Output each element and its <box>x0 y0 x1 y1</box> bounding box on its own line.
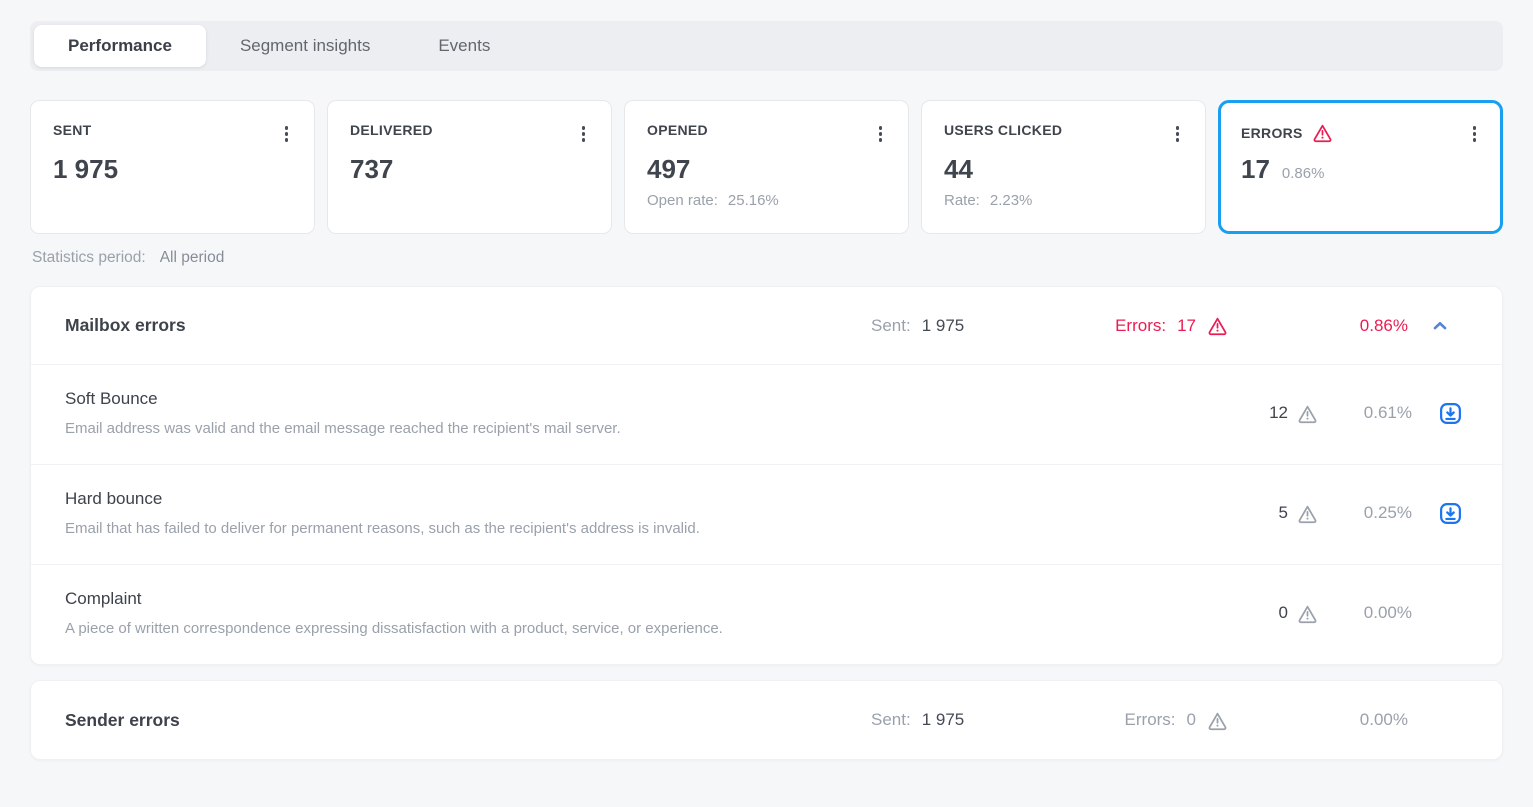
stat-card-errors[interactable]: ERRORS 17 0.86% <box>1218 100 1503 234</box>
warning-triangle-icon <box>1297 403 1318 424</box>
errors-label: Errors: <box>1115 315 1167 335</box>
statistics-period-value: All period <box>159 249 225 266</box>
error-row-hard-bounce: Hard bounce Email that has failed to del… <box>31 464 1502 564</box>
error-row-title: Soft Bounce <box>65 389 158 408</box>
download-report-icon[interactable] <box>1437 500 1464 527</box>
error-row-title: Hard bounce <box>65 489 163 508</box>
kebab-menu-icon[interactable] <box>576 123 592 145</box>
download-report-icon[interactable] <box>1437 400 1464 427</box>
stat-cards-row: SENT 1 975 DELIVERED 737 OPENED 497 Open… <box>30 100 1503 234</box>
error-row-title: Complaint <box>65 589 142 608</box>
stat-card-users-clicked[interactable]: USERS CLICKED 44 Rate: 2.23% <box>921 100 1206 234</box>
stat-card-sub-label: Rate: <box>944 191 980 209</box>
stat-card-label: OPENED <box>647 122 708 138</box>
stat-card-sub-value: 2.23% <box>989 191 1033 209</box>
sent-label: Sent: <box>871 315 911 335</box>
error-row-count: 0 <box>1278 603 1288 622</box>
stat-card-label: SENT <box>53 122 92 138</box>
warning-triangle-icon <box>1312 122 1333 143</box>
stat-card-percent: 0.86% <box>1281 164 1325 182</box>
statistics-period-label: Statistics period: <box>32 249 146 266</box>
tab-bar: Performance Segment insights Events <box>30 21 1503 71</box>
warning-triangle-icon <box>1297 603 1318 624</box>
error-row-complaint: Complaint A piece of written corresponde… <box>31 564 1502 664</box>
stat-card-value: 1 975 <box>53 153 119 184</box>
sent-value: 1 975 <box>921 315 965 335</box>
stat-card-label: DELIVERED <box>350 122 433 138</box>
warning-triangle-icon <box>1207 315 1228 336</box>
error-row-count: 5 <box>1278 503 1288 522</box>
kebab-menu-icon[interactable] <box>1467 123 1483 145</box>
error-row-percent: 0.61% <box>1363 403 1412 422</box>
error-row-percent: 0.00% <box>1363 603 1412 622</box>
kebab-menu-icon[interactable] <box>873 123 889 145</box>
stat-card-sub-value: 25.16% <box>727 191 779 209</box>
error-row-soft-bounce: Soft Bounce Email address was valid and … <box>31 365 1502 464</box>
chevron-up-icon[interactable] <box>1430 316 1450 336</box>
sender-errors-panel: Sender errors Sent: 1 975 Errors: 0 0.00… <box>30 680 1503 760</box>
stat-card-label: ERRORS <box>1241 124 1303 141</box>
panel-title: Mailbox errors <box>65 315 186 335</box>
stat-card-value: 497 <box>647 153 691 184</box>
errors-percent: 0.00% <box>1359 710 1408 729</box>
kebab-menu-icon[interactable] <box>279 123 295 145</box>
sent-label: Sent: <box>871 710 911 729</box>
errors-percent: 0.86% <box>1359 315 1408 335</box>
mailbox-errors-panel: Mailbox errors Sent: 1 975 Errors: 17 0.… <box>30 286 1503 665</box>
tab-performance[interactable]: Performance <box>34 25 206 67</box>
error-row-description: Email address was valid and the email me… <box>65 420 621 437</box>
stat-card-label: USERS CLICKED <box>944 122 1063 138</box>
statistics-period: Statistics period: All period <box>32 249 1503 267</box>
stat-card-value: 17 <box>1241 153 1270 184</box>
stat-card-delivered[interactable]: DELIVERED 737 <box>327 100 612 234</box>
sent-value: 1 975 <box>921 710 965 729</box>
stat-card-sub-label: Open rate: <box>647 191 718 209</box>
error-row-percent: 0.25% <box>1363 503 1412 522</box>
stat-card-sent[interactable]: SENT 1 975 <box>30 100 315 234</box>
error-row-description: A piece of written correspondence expres… <box>65 620 723 637</box>
panel-title: Sender errors <box>65 709 180 730</box>
errors-value: 0 <box>1186 710 1196 729</box>
stat-card-opened[interactable]: OPENED 497 Open rate: 25.16% <box>624 100 909 234</box>
tab-events[interactable]: Events <box>438 36 491 55</box>
tab-segment-insights[interactable]: Segment insights <box>239 36 371 55</box>
error-row-description: Email that has failed to deliver for per… <box>65 520 700 537</box>
stat-card-value: 737 <box>350 153 394 184</box>
stat-card-value: 44 <box>944 153 973 184</box>
warning-triangle-icon <box>1207 710 1228 731</box>
warning-triangle-icon <box>1297 503 1318 524</box>
errors-value: 17 <box>1177 315 1196 335</box>
kebab-menu-icon[interactable] <box>1170 123 1186 145</box>
mailbox-errors-header[interactable]: Mailbox errors Sent: 1 975 Errors: 17 0.… <box>31 287 1502 365</box>
sender-errors-header[interactable]: Sender errors Sent: 1 975 Errors: 0 0.00… <box>31 681 1502 759</box>
errors-label: Errors: <box>1124 710 1176 729</box>
error-row-count: 12 <box>1269 403 1288 422</box>
